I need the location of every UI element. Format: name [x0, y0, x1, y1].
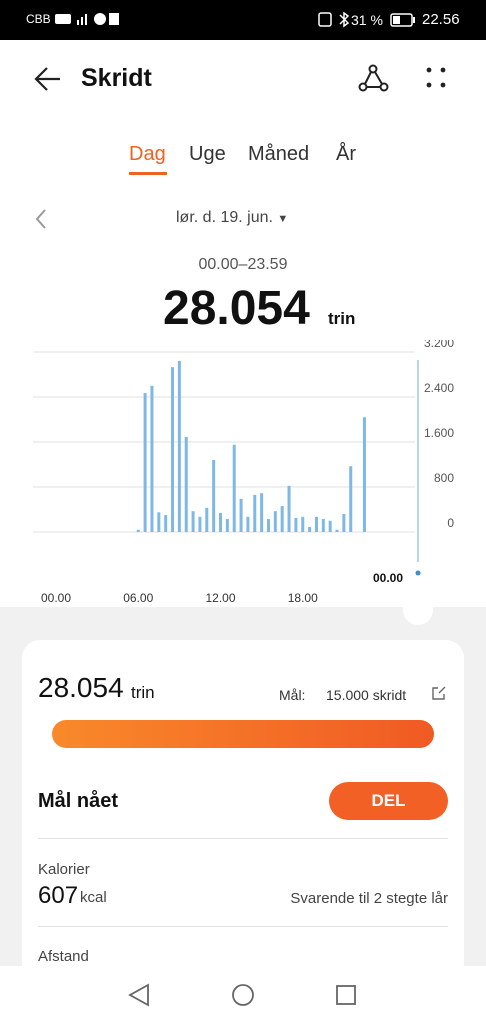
- bar: [301, 516, 305, 532]
- bar: [136, 529, 140, 532]
- x-tick-label: 12.00: [205, 591, 235, 605]
- prev-day[interactable]: [34, 208, 48, 230]
- tab-month[interactable]: Måned: [248, 143, 310, 165]
- time-range: 00.00–23.59: [198, 256, 288, 273]
- progress-bar: [52, 720, 434, 748]
- calories-note: Svarende til 2 stegte lår: [290, 890, 448, 907]
- y-tick-label: 3.200: [424, 340, 454, 350]
- distance-label: Afstand: [38, 948, 89, 965]
- nav-icons: [128, 983, 356, 1007]
- tab-year[interactable]: År: [336, 143, 356, 165]
- bar: [342, 514, 346, 532]
- bar: [246, 516, 250, 532]
- route-button[interactable]: [355, 62, 391, 94]
- date-selector[interactable]: lør. d. 19. jun. ▼: [176, 209, 289, 226]
- nfc-bt-icons: [318, 12, 350, 28]
- status-bar: CBB 31 % 22.56: [0, 0, 486, 40]
- date: lør. d. 19. jun.: [176, 209, 273, 226]
- bar: [362, 417, 366, 532]
- bar: [335, 529, 339, 532]
- calories-value: 607: [38, 882, 79, 909]
- y-tick-label: 800: [434, 471, 454, 485]
- goal-label: Mål:: [279, 687, 306, 703]
- cursor-handle: [403, 595, 433, 625]
- nav-back[interactable]: [128, 983, 149, 1007]
- y-tick-label: 1.600: [424, 426, 454, 440]
- bar: [171, 367, 175, 532]
- bar: [143, 393, 147, 532]
- bar: [212, 460, 216, 532]
- bar: [164, 515, 168, 532]
- calories-label: Kalorier: [38, 861, 90, 878]
- tab-week[interactable]: Uge: [189, 143, 226, 165]
- bar: [253, 494, 257, 532]
- cursor-dot: [415, 570, 421, 576]
- bar: [314, 516, 318, 532]
- bar: [287, 485, 291, 532]
- bar: [205, 507, 209, 532]
- battery-icon: [390, 13, 415, 27]
- back-button[interactable]: [32, 64, 64, 94]
- carrier: CBB: [26, 12, 51, 26]
- share-button[interactable]: DEL: [329, 782, 448, 820]
- bar: [198, 516, 202, 532]
- bar: [191, 511, 195, 532]
- bar: [219, 512, 222, 532]
- tab-indicator: [129, 172, 167, 175]
- bar: [273, 511, 277, 532]
- cursor-label: 00.00: [373, 571, 403, 585]
- x-tick-label: 18.00: [288, 591, 318, 605]
- goal-value: 15.000 skridt: [326, 687, 407, 703]
- tab-day[interactable]: Dag: [129, 143, 166, 165]
- card-total: 28.054: [38, 672, 124, 703]
- total-unit: trin: [328, 309, 356, 328]
- page-title: Skridt: [81, 64, 152, 92]
- bar: [150, 385, 154, 532]
- summary-card: 28.054 trin Mål: 15.000 skridt Mål nået …: [22, 640, 464, 980]
- card-unit: trin: [131, 683, 155, 702]
- bar: [349, 466, 353, 532]
- y-tick-label: 2.400: [424, 381, 454, 395]
- nav-home[interactable]: [232, 984, 254, 1006]
- bar: [328, 520, 332, 532]
- bar: [321, 519, 325, 532]
- bar: [184, 436, 188, 532]
- separator: [38, 838, 448, 839]
- separator: [38, 926, 448, 927]
- nav-recent[interactable]: [336, 985, 356, 1005]
- y-tick-label: 0: [447, 516, 454, 530]
- x-tick-label: 00.00: [41, 591, 71, 605]
- clock: 22.56: [422, 11, 460, 28]
- chart: 0 800 1.600 2.400 3.200 00.00 06.00 12.00 18.00 0…: [33, 340, 454, 625]
- bar: [294, 517, 298, 532]
- battery-percent: 31 %: [351, 12, 383, 28]
- bar: [225, 519, 229, 532]
- nav-bar: [0, 966, 486, 1024]
- bar: [280, 506, 284, 532]
- goal-status: Mål nået: [38, 790, 119, 812]
- bar: [266, 519, 270, 532]
- bar: [232, 444, 236, 532]
- status-icons: [55, 13, 119, 25]
- total-steps: 28.054: [163, 282, 310, 335]
- more-button[interactable]: [424, 64, 452, 92]
- x-tick-label: 06.00: [123, 591, 153, 605]
- bar: [239, 498, 243, 532]
- bar: [308, 526, 312, 532]
- bar: [157, 512, 161, 532]
- bar: [260, 493, 264, 532]
- edit-goal[interactable]: [432, 686, 446, 700]
- calories-unit: kcal: [80, 889, 107, 906]
- bar: [177, 361, 181, 532]
